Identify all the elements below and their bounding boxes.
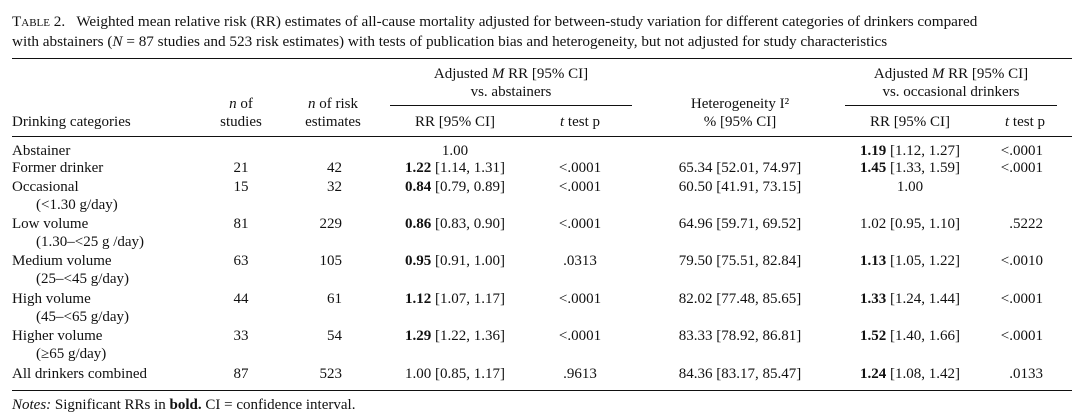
row-rr-abstainers: 0.95 [0.91, 1.00] xyxy=(405,253,505,269)
row-n-risk: 32 xyxy=(327,179,342,195)
header-rr-ci-abstainers: RR [95% CI] xyxy=(415,114,495,130)
row-rr-occasional: 1.02 [0.95, 1.10] xyxy=(860,216,960,232)
row-n-studies: 15 xyxy=(233,179,249,195)
row-n-studies: 21 xyxy=(233,160,249,176)
row-heterogeneity: 64.96 [59.71, 69.52] xyxy=(678,216,802,232)
row-ttest-abstainers: <.0001 xyxy=(558,291,602,307)
row-category: Former drinker xyxy=(12,160,104,176)
row-category: High volume xyxy=(12,291,91,307)
row-n-risk: 523 xyxy=(319,366,343,382)
row-rr-abstainers: 1.00 xyxy=(441,143,469,159)
row-ttest-occasional: <.0001 xyxy=(1000,160,1043,176)
row-n-risk: 105 xyxy=(319,253,343,269)
header-n-risk: n of risk estimates xyxy=(305,96,361,130)
group-header-occasional: Adjusted M RR [95% CI] vs. occasional dr… xyxy=(873,66,1029,100)
header-heterogeneity: Heterogeneity I² % [95% CI] xyxy=(690,96,790,130)
row-rr-abstainers: 1.22 [1.14, 1.31] xyxy=(405,160,505,176)
row-ttest-occasional: <.0010 xyxy=(1000,253,1043,269)
row-n-risk: 229 xyxy=(319,216,343,232)
row-ttest-abstainers: <.0001 xyxy=(558,179,602,195)
row-n-studies: 81 xyxy=(233,216,249,232)
row-category: All drinkers combined xyxy=(12,366,147,382)
row-rr-abstainers: 0.86 [0.83, 0.90] xyxy=(405,216,505,232)
row-heterogeneity: 82.02 [77.48, 85.65] xyxy=(678,291,802,307)
bottom-rule xyxy=(12,390,1072,391)
row-ttest-abstainers: <.0001 xyxy=(558,160,602,176)
row-rr-occasional: 1.33 [1.24, 1.44] xyxy=(860,291,960,307)
header-n-studies: n of studies xyxy=(220,96,262,130)
row-rr-abstainers: 0.84 [0.79, 0.89] xyxy=(405,179,505,195)
row-n-studies: 44 xyxy=(233,291,249,307)
occasional-group-rule xyxy=(845,105,1057,106)
row-ttest-occasional: <.0001 xyxy=(1000,328,1043,344)
row-category: Medium volume xyxy=(12,253,112,269)
row-ttest-occasional: <.0001 xyxy=(1000,291,1043,307)
abstainers-group-rule xyxy=(390,105,632,106)
row-heterogeneity: 79.50 [75.51, 82.84] xyxy=(678,253,802,269)
row-rr-abstainers: 1.00 [0.85, 1.17] xyxy=(405,366,505,382)
row-category-range: (25–<45 g/day) xyxy=(36,271,130,287)
top-rule xyxy=(12,58,1072,59)
row-category: Abstainer xyxy=(12,143,71,159)
header-rr-ci-occasional: RR [95% CI] xyxy=(870,114,950,130)
row-rr-occasional: 1.45 [1.33, 1.59] xyxy=(860,160,960,176)
row-category-range: (<1.30 g/day) xyxy=(36,197,118,213)
header-drinking-categories: Drinking categories xyxy=(12,114,131,130)
row-ttest-abstainers: <.0001 xyxy=(558,328,602,344)
row-n-risk: 61 xyxy=(327,291,342,307)
table-notes: Notes: Significant RRs in bold. CI = con… xyxy=(12,397,356,413)
caption-label: Table 2. xyxy=(12,13,66,30)
row-rr-abstainers: 1.12 [1.07, 1.17] xyxy=(405,291,505,307)
header-rule xyxy=(12,136,1072,137)
row-category: Low volume xyxy=(12,216,89,232)
row-category: Occasional xyxy=(12,179,79,195)
group-header-abstainers: Adjusted M RR [95% CI] vs. abstainers xyxy=(433,66,589,100)
row-rr-occasional: 1.24 [1.08, 1.42] xyxy=(860,366,960,382)
row-ttest-abstainers: <.0001 xyxy=(558,216,602,232)
row-ttest-occasional: .0133 xyxy=(1009,366,1043,382)
row-rr-occasional: 1.13 [1.05, 1.22] xyxy=(860,253,960,269)
row-heterogeneity: 60.50 [41.91, 73.15] xyxy=(678,179,802,195)
row-rr-abstainers: 1.29 [1.22, 1.36] xyxy=(405,328,505,344)
row-ttest-abstainers: .0313 xyxy=(563,253,597,269)
header-ttest-occasional: t test p xyxy=(1004,114,1045,130)
row-category: Higher volume xyxy=(12,328,103,344)
row-heterogeneity: 65.34 [52.01, 74.97] xyxy=(678,160,802,176)
row-category-range: (45–<65 g/day) xyxy=(36,309,130,325)
row-heterogeneity: 84.36 [83.17, 85.47] xyxy=(678,366,802,382)
row-n-studies: 63 xyxy=(233,253,249,269)
row-rr-occasional: 1.52 [1.40, 1.66] xyxy=(860,328,960,344)
header-ttest-abstainers: t test p xyxy=(559,114,600,130)
row-ttest-occasional: .5222 xyxy=(1009,216,1043,232)
row-ttest-abstainers: .9613 xyxy=(563,366,597,382)
row-rr-occasional: 1.00 xyxy=(896,179,924,195)
row-n-studies: 33 xyxy=(233,328,249,344)
table-caption: Table 2. Weighted mean relative risk (RR… xyxy=(12,13,978,50)
row-heterogeneity: 83.33 [78.92, 86.81] xyxy=(678,328,802,344)
row-rr-occasional: 1.19 [1.12, 1.27] xyxy=(860,143,960,159)
row-n-risk: 42 xyxy=(327,160,342,176)
row-n-risk: 54 xyxy=(327,328,342,344)
row-category-range: (1.30–<25 g /day) xyxy=(36,234,145,250)
row-n-studies: 87 xyxy=(233,366,249,382)
row-ttest-occasional: <.0001 xyxy=(1000,143,1043,159)
caption-line1: Weighted mean relative risk (RR) estimat… xyxy=(76,13,978,30)
row-category-range: (≥65 g/day) xyxy=(36,346,107,362)
